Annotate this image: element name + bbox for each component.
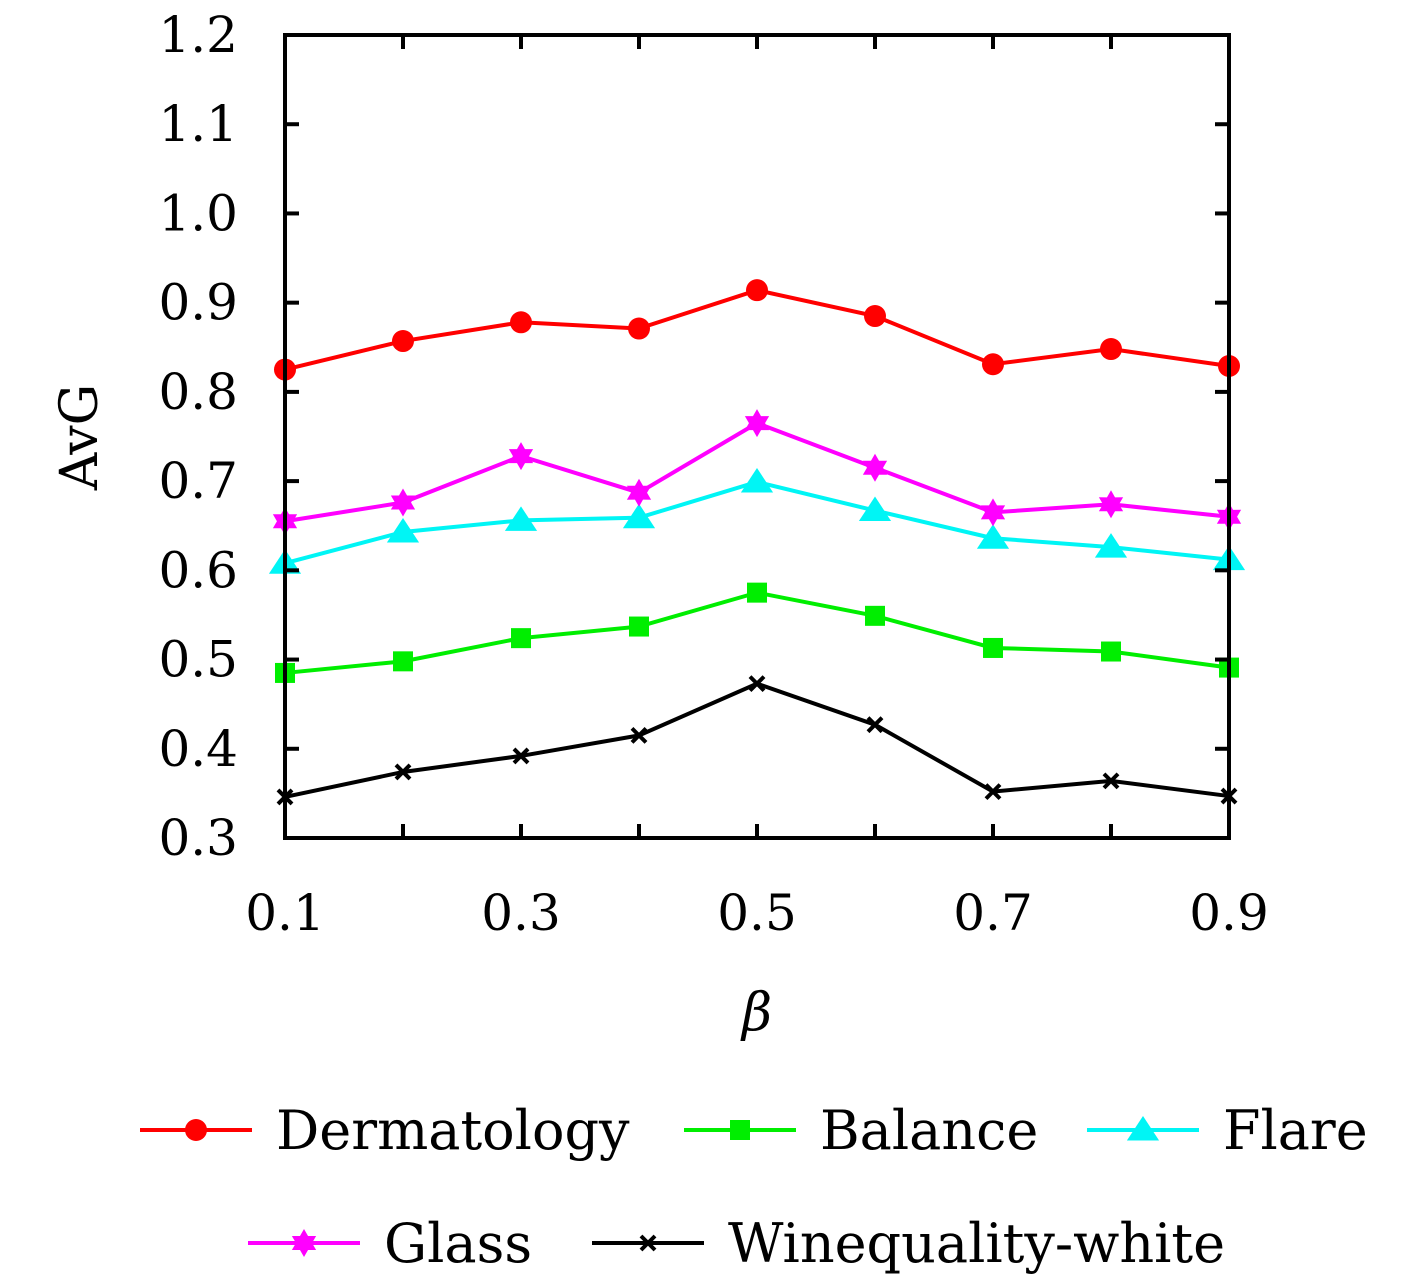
data-point [1094, 533, 1128, 558]
data-point [980, 498, 1006, 527]
legend-marker [639, 1234, 657, 1252]
y-axis-label: AvG [50, 384, 110, 491]
series-winequality-white [276, 675, 1238, 806]
data-point [390, 488, 416, 517]
legend-item: Flare [1087, 1099, 1368, 1162]
legend-label: Winequality-white [728, 1212, 1225, 1275]
y-tick-label: 0.9 [158, 274, 238, 332]
data-point [512, 747, 530, 765]
data-point [1098, 490, 1124, 519]
y-tick-label: 0.3 [158, 809, 238, 867]
x-tick-label: 0.5 [717, 884, 797, 942]
data-point [626, 478, 652, 507]
data-point [629, 616, 649, 637]
data-point [984, 783, 1002, 801]
legend-marker [291, 1229, 317, 1257]
data-point [386, 517, 420, 543]
data-point [508, 442, 534, 471]
data-point [1100, 338, 1122, 361]
data-point [983, 637, 1003, 658]
data-point [866, 716, 884, 734]
legend-label: Glass [384, 1212, 532, 1275]
legend-item: Dermatology [140, 1099, 630, 1162]
data-point [740, 468, 774, 493]
series-balance [275, 582, 1239, 683]
series-dermatology [274, 279, 1240, 381]
y-tick-label: 1.2 [158, 6, 238, 64]
y-tick-label: 1.1 [158, 95, 238, 153]
legend-label: Dermatology [276, 1099, 630, 1162]
x-tick-label: 0.1 [245, 884, 325, 942]
y-tick-label: 0.4 [158, 720, 238, 778]
data-point [394, 763, 412, 781]
y-tick-label: 0.8 [158, 363, 238, 421]
legend-item: Balance [684, 1099, 1038, 1162]
x-axis-label: β [740, 983, 772, 1043]
data-point [858, 496, 892, 522]
data-point [862, 453, 888, 482]
y-tick-label: 0.6 [158, 541, 238, 599]
legend-label: Flare [1223, 1099, 1368, 1162]
data-point [747, 582, 767, 603]
legend-label: Balance [820, 1099, 1038, 1162]
data-point [865, 605, 885, 626]
x-tick-label: 0.7 [953, 884, 1033, 942]
legend-marker [1126, 1116, 1160, 1141]
data-point [982, 353, 1004, 376]
data-point [628, 317, 650, 340]
data-point [504, 506, 538, 531]
series-line [284, 288, 1230, 372]
legend: Dermatology Balance Flare Glass Winequality-… [140, 1099, 1368, 1275]
y-tick-label: 0.5 [158, 631, 238, 689]
data-point [622, 503, 656, 529]
y-tick-label: 1.0 [158, 184, 238, 242]
legend-marker [185, 1119, 207, 1141]
axis-ticks: 0.30.40.50.60.70.80.91.01.11.20.1 0.3 0.5 0… [158, 6, 1268, 942]
data-point [864, 305, 886, 328]
y-tick-label: 0.7 [158, 452, 238, 510]
data-point [748, 675, 766, 693]
x-tick-label: 0.9 [1189, 884, 1269, 942]
legend-item: Glass [248, 1212, 532, 1275]
data-point [630, 726, 648, 744]
series-flare [268, 468, 1246, 574]
data-point [510, 311, 532, 334]
data-point [1101, 641, 1121, 662]
legend-marker [730, 1120, 750, 1140]
x-tick-label: 0.3 [481, 884, 561, 942]
data-point [393, 651, 413, 672]
series-line [284, 590, 1230, 675]
data-point [976, 524, 1010, 549]
series-line [284, 681, 1230, 799]
data-point [746, 279, 768, 302]
data-point [511, 628, 531, 649]
data-point [744, 409, 770, 438]
legend-item: Winequality-white [592, 1212, 1225, 1275]
data-point [1102, 772, 1120, 790]
data-point [392, 330, 414, 353]
plot-area [268, 279, 1246, 806]
